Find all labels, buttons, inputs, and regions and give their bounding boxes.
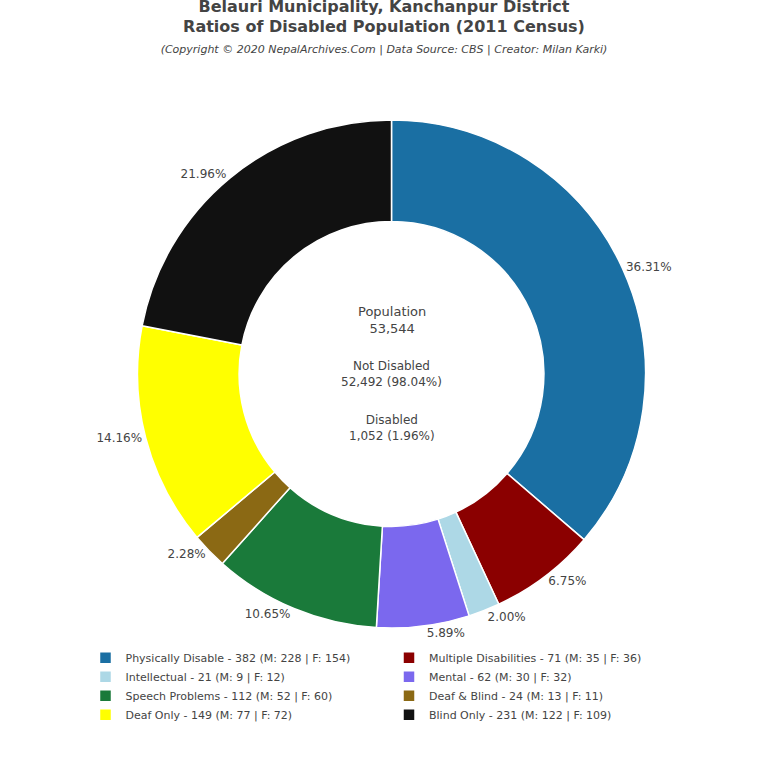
- svg-text:Intellectual - 21 (M: 9 | F: 1: Intellectual - 21 (M: 9 | F: 12): [126, 671, 285, 684]
- svg-text:Disabled1,052 (1.96%): Disabled1,052 (1.96%): [349, 413, 435, 443]
- svg-text:14.16%: 14.16%: [96, 431, 142, 445]
- svg-text:Blind Only - 231 (M: 122 | F:: Blind Only - 231 (M: 122 | F: 109): [429, 709, 611, 722]
- svg-text:6.75%: 6.75%: [548, 574, 586, 588]
- svg-text:Deaf Only - 149 (M: 77 | F: 72: Deaf Only - 149 (M: 77 | F: 72): [126, 709, 293, 722]
- svg-text:Multiple Disabilities - 71 (M:: Multiple Disabilities - 71 (M: 35 | F: 3…: [429, 652, 641, 665]
- svg-text:21.96%: 21.96%: [181, 167, 227, 181]
- svg-text:10.65%: 10.65%: [245, 607, 291, 621]
- svg-text:Belauri Municipality, Kanchanp: Belauri Municipality, Kanchanpur Distric…: [161, 0, 608, 56]
- svg-text:Speech Problems - 112 (M: 52 |: Speech Problems - 112 (M: 52 | F: 60): [126, 690, 333, 703]
- svg-text:2.28%: 2.28%: [168, 547, 206, 561]
- svg-text:2.00%: 2.00%: [488, 610, 526, 624]
- svg-text:5.89%: 5.89%: [427, 626, 465, 640]
- svg-text:Physically Disable - 382 (M: 2: Physically Disable - 382 (M: 228 | F: 15…: [126, 652, 351, 665]
- svg-text:Population53,544: Population53,544: [358, 304, 426, 336]
- svg-text:Deaf & Blind - 24 (M: 13 | F:: Deaf & Blind - 24 (M: 13 | F: 11): [429, 690, 603, 703]
- svg-text:Mental - 62 (M: 30 | F: 32): Mental - 62 (M: 30 | F: 32): [429, 671, 571, 684]
- svg-text:Not Disabled52,492 (98.04%): Not Disabled52,492 (98.04%): [341, 359, 442, 389]
- svg-text:36.31%: 36.31%: [626, 260, 672, 274]
